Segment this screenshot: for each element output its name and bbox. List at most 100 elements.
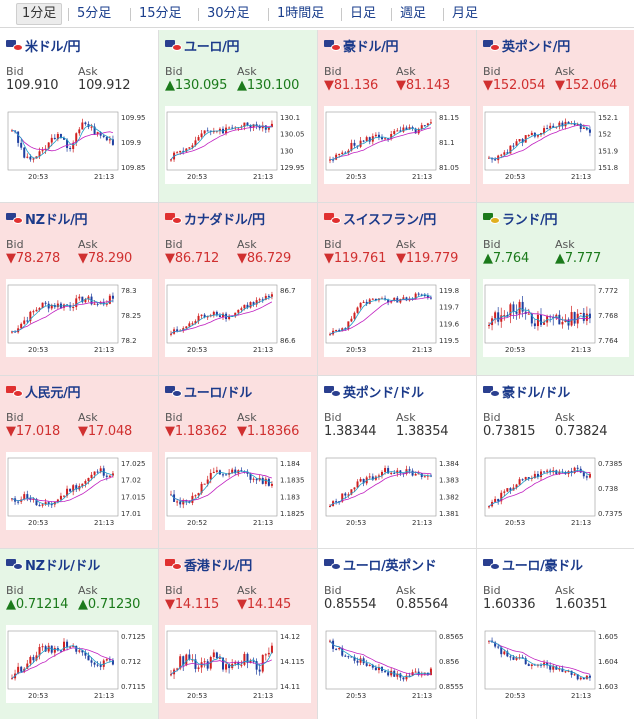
rate-panel[interactable]: NZドル/円 Bid Ask ▼78.278 ▼78.290 78.3 78.25 78.2 2… (0, 203, 158, 375)
price-chart: 109.95 109.9 109.85 20:53 21:13 (6, 106, 152, 184)
currency-flag-icon (165, 385, 182, 397)
candle-body (377, 475, 380, 477)
candle-body (179, 501, 182, 505)
moving-average-short (170, 124, 273, 160)
chart-container[interactable]: 109.95 109.9 109.85 20:53 21:13 (6, 106, 152, 184)
pair-link[interactable]: 豪ドル/円 (324, 37, 399, 55)
chart-container[interactable]: 7.772 7.768 7.764 20:53 21:13 (483, 279, 629, 357)
y-tick-label: 151.9 (598, 147, 618, 155)
chart-container[interactable]: 0.7385 0.738 0.7375 20:53 21:13 (483, 452, 629, 530)
bid-value: 1.38344 (324, 424, 377, 439)
moving-average-long (11, 476, 114, 503)
rate-panel[interactable]: 英ポンド/円 Bid Ask ▼152.054 ▼152.064 152.1 152 151.… (477, 30, 634, 202)
chart-container[interactable]: 119.8 119.7 119.6 119.5 20:53 21:13 (324, 279, 470, 357)
candle-body (362, 301, 365, 303)
candle-body (35, 498, 38, 506)
ask-price: 0.85564 (396, 597, 449, 612)
candle-body (264, 654, 267, 656)
candle-body (200, 133, 203, 138)
rate-grid: 米ドル/円 Bid Ask 109.910 109.912 109.95 109.9 109.… (0, 30, 634, 719)
chart-container[interactable]: 1.184 1.1835 1.183 1.1825 20:52 21:13 (165, 452, 311, 530)
tab-4[interactable]: 1時間足 (277, 6, 325, 21)
rate-panel[interactable]: カナダドル/円 Bid Ask ▼86.712 ▼86.729 86.7 86.6 20:53… (159, 203, 317, 375)
tab-1[interactable]: 5分足 (77, 6, 112, 21)
chart-container[interactable]: 78.3 78.25 78.2 20:53 21:13 (6, 279, 152, 357)
candle-body (530, 664, 533, 666)
rate-panel[interactable]: ユーロ/英ポンド Bid Ask 0.85554 0.85564 0.8565 0.856 0… (318, 549, 476, 719)
rate-panel[interactable]: 米ドル/円 Bid Ask 109.910 109.912 109.95 109.9 109.… (0, 30, 158, 202)
pair-link[interactable]: ランド/円 (483, 210, 558, 228)
x-tick-label: 20:53 (346, 346, 366, 354)
chart-container[interactable]: 1.605 1.604 1.603 20:53 21:13 (483, 625, 629, 703)
candle-body (225, 474, 228, 476)
pair-link[interactable]: ユーロ/豪ドル (483, 556, 583, 574)
candle-body (374, 667, 377, 671)
pair-link[interactable]: カナダドル/円 (165, 210, 265, 228)
tab-5[interactable]: 日足 (350, 6, 377, 21)
candle-body (267, 126, 270, 130)
pair-link[interactable]: 香港ドル/円 (165, 556, 252, 574)
chart-container[interactable]: 14.12 14.115 14.11 20:53 21:13 (165, 625, 311, 703)
rate-panel[interactable]: NZドル/ドル Bid Ask ▲0.71214 ▲0.71230 0.7125 0.712… (0, 549, 158, 719)
pair-link[interactable]: ユーロ/ドル (165, 383, 252, 401)
rate-panel[interactable]: 豪ドル/ドル Bid Ask 0.73815 0.73824 0.7385 0.738 0.7… (477, 376, 634, 548)
tab-3[interactable]: 30分足 (207, 6, 250, 21)
bid-price: 1.60336 (483, 597, 536, 612)
rate-panel[interactable]: 香港ドル/円 Bid Ask ▼14.115 ▼14.145 14.12 14.115 14.… (159, 549, 317, 719)
candle-body (488, 157, 490, 159)
candle-body (488, 325, 490, 327)
candle-body (344, 152, 347, 154)
pair-link[interactable]: NZドル/円 (6, 210, 88, 228)
candle-body (75, 645, 78, 652)
tab-7[interactable]: 月足 (452, 6, 479, 21)
pair-link[interactable]: 米ドル/円 (6, 37, 81, 55)
chart-container[interactable]: 1.384 1.383 1.382 1.381 20:53 21:13 (324, 452, 470, 530)
y-tick-label: 7.768 (598, 312, 618, 320)
rate-panel[interactable]: ユーロ/豪ドル Bid Ask 1.60336 1.60351 1.605 1.604 1.6… (477, 549, 634, 719)
candle-body (399, 470, 402, 474)
pair-name: NZドル/ドル (25, 558, 100, 574)
ask-label: Ask (237, 65, 257, 78)
rate-panel[interactable]: ランド/円 Bid Ask ▲7.764 ▲7.777 7.772 7.768 7.764 20… (477, 203, 634, 375)
tab-2[interactable]: 15分足 (139, 6, 182, 21)
ask-value: 109.912 (78, 78, 131, 93)
pair-link[interactable]: 英ポンド/円 (483, 37, 570, 55)
candle-body (215, 311, 218, 316)
rate-panel[interactable]: ユーロ/円 Bid Ask ▲130.095 ▲130.100 130.1 130.05 13… (159, 30, 317, 202)
candle-body (347, 321, 350, 329)
tab-0[interactable]: 1分足 (16, 3, 63, 25)
pair-link[interactable]: NZドル/ドル (6, 556, 100, 574)
chart-container[interactable]: 86.7 86.6 20:53 21:13 (165, 279, 311, 357)
pair-link[interactable]: 英ポンド/ドル (324, 383, 424, 401)
chart-container[interactable]: 81.15 81.1 81.05 20:53 21:13 (324, 106, 470, 184)
bid-price: 1.38344 (324, 424, 377, 439)
candle-body (356, 307, 359, 313)
chart-frame (7, 457, 119, 517)
tab-6[interactable]: 週足 (400, 6, 427, 21)
rate-panel[interactable]: 人民元/円 Bid Ask ▼17.018 ▼17.048 17.025 17.02 17.0… (0, 376, 158, 548)
ask-label: Ask (78, 411, 98, 424)
chart-frame (7, 111, 119, 171)
moving-average-long (11, 647, 114, 679)
chart-container[interactable]: 130.1 130.05 130 129.95 20:53 21:13 (165, 106, 311, 184)
x-tick-label: 21:13 (253, 692, 273, 700)
pair-link[interactable]: 人民元/円 (6, 383, 81, 401)
candle-body (53, 137, 56, 140)
pair-link[interactable]: ユーロ/円 (165, 37, 240, 55)
chart-container[interactable]: 152.1 152 151.9 151.8 20:53 21:13 (483, 106, 629, 184)
chart-container[interactable]: 17.025 17.02 17.015 17.01 20:53 21:13 (6, 452, 152, 530)
pair-link[interactable]: スイスフラン/円 (324, 210, 436, 228)
rate-panel[interactable]: ユーロ/ドル Bid Ask ▼1.18362 ▼1.18366 1.184 1.1835 1… (159, 376, 317, 548)
candle-body (359, 658, 362, 663)
rate-panel[interactable]: 英ポンド/ドル Bid Ask 1.38344 1.38354 1.384 1.383 1.3… (318, 376, 476, 548)
rate-panel[interactable]: スイスフラン/円 Bid Ask ▼119.761 ▼119.779 119.8 119.7… (318, 203, 476, 375)
candle-body (573, 123, 576, 126)
chart-container[interactable]: 0.7125 0.712 0.7115 20:53 21:13 (6, 625, 152, 703)
pair-link[interactable]: ユーロ/英ポンド (324, 556, 437, 574)
chart-container[interactable]: 0.8565 0.856 0.8555 20:53 21:13 (324, 625, 470, 703)
rate-panel[interactable]: 豪ドル/円 Bid Ask ▼81.136 ▼81.143 81.15 81.1 81.05 2… (318, 30, 476, 202)
candle-body (38, 646, 41, 656)
y-tick-label: 119.6 (439, 320, 460, 328)
ask-label: Ask (555, 411, 575, 424)
pair-link[interactable]: 豪ドル/ドル (483, 383, 570, 401)
